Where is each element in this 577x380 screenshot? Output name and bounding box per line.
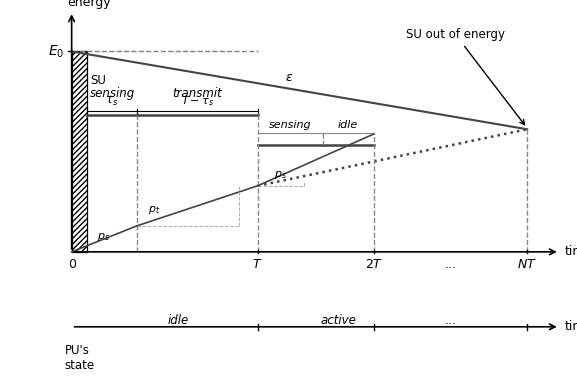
Text: $p_t$: $p_t$ [148, 204, 161, 217]
Text: time: time [564, 245, 577, 258]
Text: sensing: sensing [269, 120, 312, 130]
Text: SU out of energy: SU out of energy [406, 28, 524, 125]
Text: $\tau_s$: $\tau_s$ [105, 95, 118, 108]
Text: $T - \tau_s$: $T - \tau_s$ [181, 94, 213, 108]
Text: 0: 0 [68, 258, 76, 271]
Text: ...: ... [444, 314, 456, 327]
Text: $NT$: $NT$ [517, 258, 537, 271]
Text: $E_0$: $E_0$ [48, 43, 65, 60]
Text: SU: SU [90, 74, 106, 87]
Text: idle: idle [168, 314, 189, 327]
Text: PU's: PU's [65, 344, 89, 357]
Text: $2T$: $2T$ [365, 258, 383, 271]
Text: time: time [564, 320, 577, 333]
Bar [72, 51, 87, 252]
Text: $T$: $T$ [252, 258, 263, 271]
Text: sensing: sensing [90, 87, 136, 100]
Text: $p_s$: $p_s$ [274, 169, 287, 181]
Text: transmit: transmit [173, 87, 222, 100]
Text: $p_s$: $p_s$ [97, 231, 110, 243]
Text: idle: idle [338, 120, 358, 130]
Text: $\varepsilon$: $\varepsilon$ [286, 71, 294, 84]
Text: state: state [65, 359, 95, 372]
Text: active: active [321, 314, 357, 327]
Text: ...: ... [444, 258, 456, 271]
Text: energy: energy [67, 0, 111, 9]
